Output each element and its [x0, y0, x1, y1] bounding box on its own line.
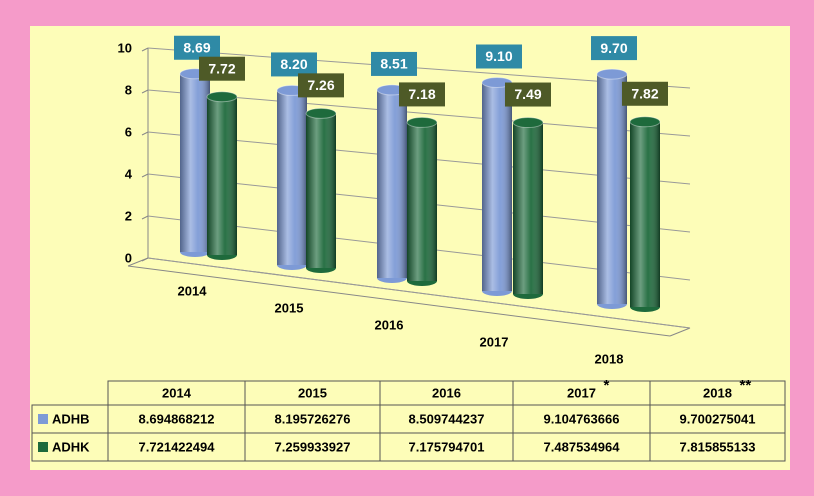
- bar: [481, 77, 513, 296]
- table-header-note: *: [604, 377, 610, 394]
- bar-shade: [407, 122, 437, 281]
- bar: [596, 68, 628, 309]
- data-label-box: [591, 36, 637, 61]
- bar-top: [596, 68, 628, 80]
- table-value: 7.175794701: [409, 439, 485, 454]
- bar-shade: [306, 113, 336, 269]
- y-tick-label: 4: [125, 166, 133, 181]
- data-label-box: [199, 56, 245, 81]
- tick-mark: [141, 257, 149, 262]
- legend-swatch: [38, 442, 48, 452]
- tick-mark: [141, 89, 149, 94]
- table-value: 8.509744237: [409, 411, 485, 426]
- bar-shade: [377, 89, 407, 278]
- legend-label: ADHK: [52, 439, 90, 454]
- data-label: 7.72: [208, 60, 235, 76]
- bar-top: [629, 116, 661, 128]
- data-label-box: [271, 52, 317, 77]
- y-tick-label: 2: [125, 208, 132, 223]
- tick-mark: [141, 215, 149, 220]
- data-label: 8.69: [183, 39, 210, 55]
- table-value: 7.487534964: [544, 439, 621, 454]
- x-tick-label: 2015: [275, 300, 304, 315]
- y-tick-label: 0: [125, 250, 132, 265]
- table-value: 8.195726276: [275, 411, 351, 426]
- floor-front: [127, 265, 671, 337]
- bar-shade: [513, 122, 543, 294]
- bar-shade: [630, 121, 660, 307]
- bar-top: [206, 91, 238, 103]
- floor-right: [669, 327, 691, 337]
- bar: [276, 84, 308, 270]
- table-value: 9.700275041: [680, 411, 756, 426]
- table-cell: [649, 432, 786, 462]
- table-value: 9.104763666: [544, 411, 620, 426]
- data-label: 9.10: [485, 48, 512, 64]
- data-label: 9.70: [600, 40, 627, 56]
- bar-shade: [180, 73, 210, 252]
- bar: [406, 116, 438, 286]
- data-label: 7.26: [307, 77, 334, 93]
- data-label: 8.20: [280, 56, 307, 72]
- table-header: 2018: [703, 385, 732, 400]
- table-header-note: **: [740, 377, 752, 394]
- data-label: 7.49: [514, 86, 541, 102]
- bar-shade: [207, 96, 237, 255]
- table-header: 2015: [298, 385, 327, 400]
- x-tick-label: 2016: [375, 317, 404, 332]
- bar-top: [406, 116, 438, 128]
- table-header: 2017: [567, 385, 596, 400]
- tick-mark: [141, 47, 149, 52]
- table-value: 8.694868212: [139, 411, 215, 426]
- bar-shade: [597, 74, 627, 304]
- table-value: 7.721422494: [139, 439, 216, 454]
- bar: [305, 107, 337, 273]
- table-header: 2014: [162, 385, 192, 400]
- bar-top: [305, 107, 337, 119]
- data-label: 7.18: [408, 86, 435, 102]
- legend-swatch: [38, 414, 48, 424]
- bar-shade: [482, 82, 512, 291]
- data-label-box: [174, 35, 220, 60]
- table-value: 7.259933927: [275, 439, 351, 454]
- table-value: 7.815855133: [680, 439, 756, 454]
- tick-mark: [141, 173, 149, 178]
- data-label-box: [298, 73, 344, 98]
- bar: [179, 68, 211, 257]
- data-label-box: [476, 44, 522, 69]
- bar-shade: [277, 90, 307, 265]
- grid-line: [147, 257, 691, 329]
- data-label: 8.51: [380, 56, 407, 72]
- bar: [629, 116, 661, 312]
- data-label-box: [399, 82, 445, 107]
- data-label-box: [622, 81, 668, 106]
- data-label-box: [505, 82, 551, 107]
- bar: [512, 117, 544, 299]
- y-tick-label: 6: [125, 124, 132, 139]
- y-tick-label: 8: [125, 82, 132, 97]
- x-tick-label: 2014: [178, 283, 208, 298]
- table-header: 2016: [432, 385, 461, 400]
- tick-mark: [141, 131, 149, 136]
- x-tick-label: 2018: [595, 351, 624, 366]
- bar: [206, 91, 238, 260]
- y-tick-label: 10: [118, 40, 132, 55]
- data-label: 7.82: [631, 85, 658, 101]
- bar: [376, 84, 408, 283]
- bar-top: [512, 117, 544, 129]
- bar-top: [481, 77, 513, 89]
- legend-label: ADHB: [52, 411, 90, 426]
- data-label-box: [371, 51, 417, 76]
- x-tick-label: 2017: [480, 334, 509, 349]
